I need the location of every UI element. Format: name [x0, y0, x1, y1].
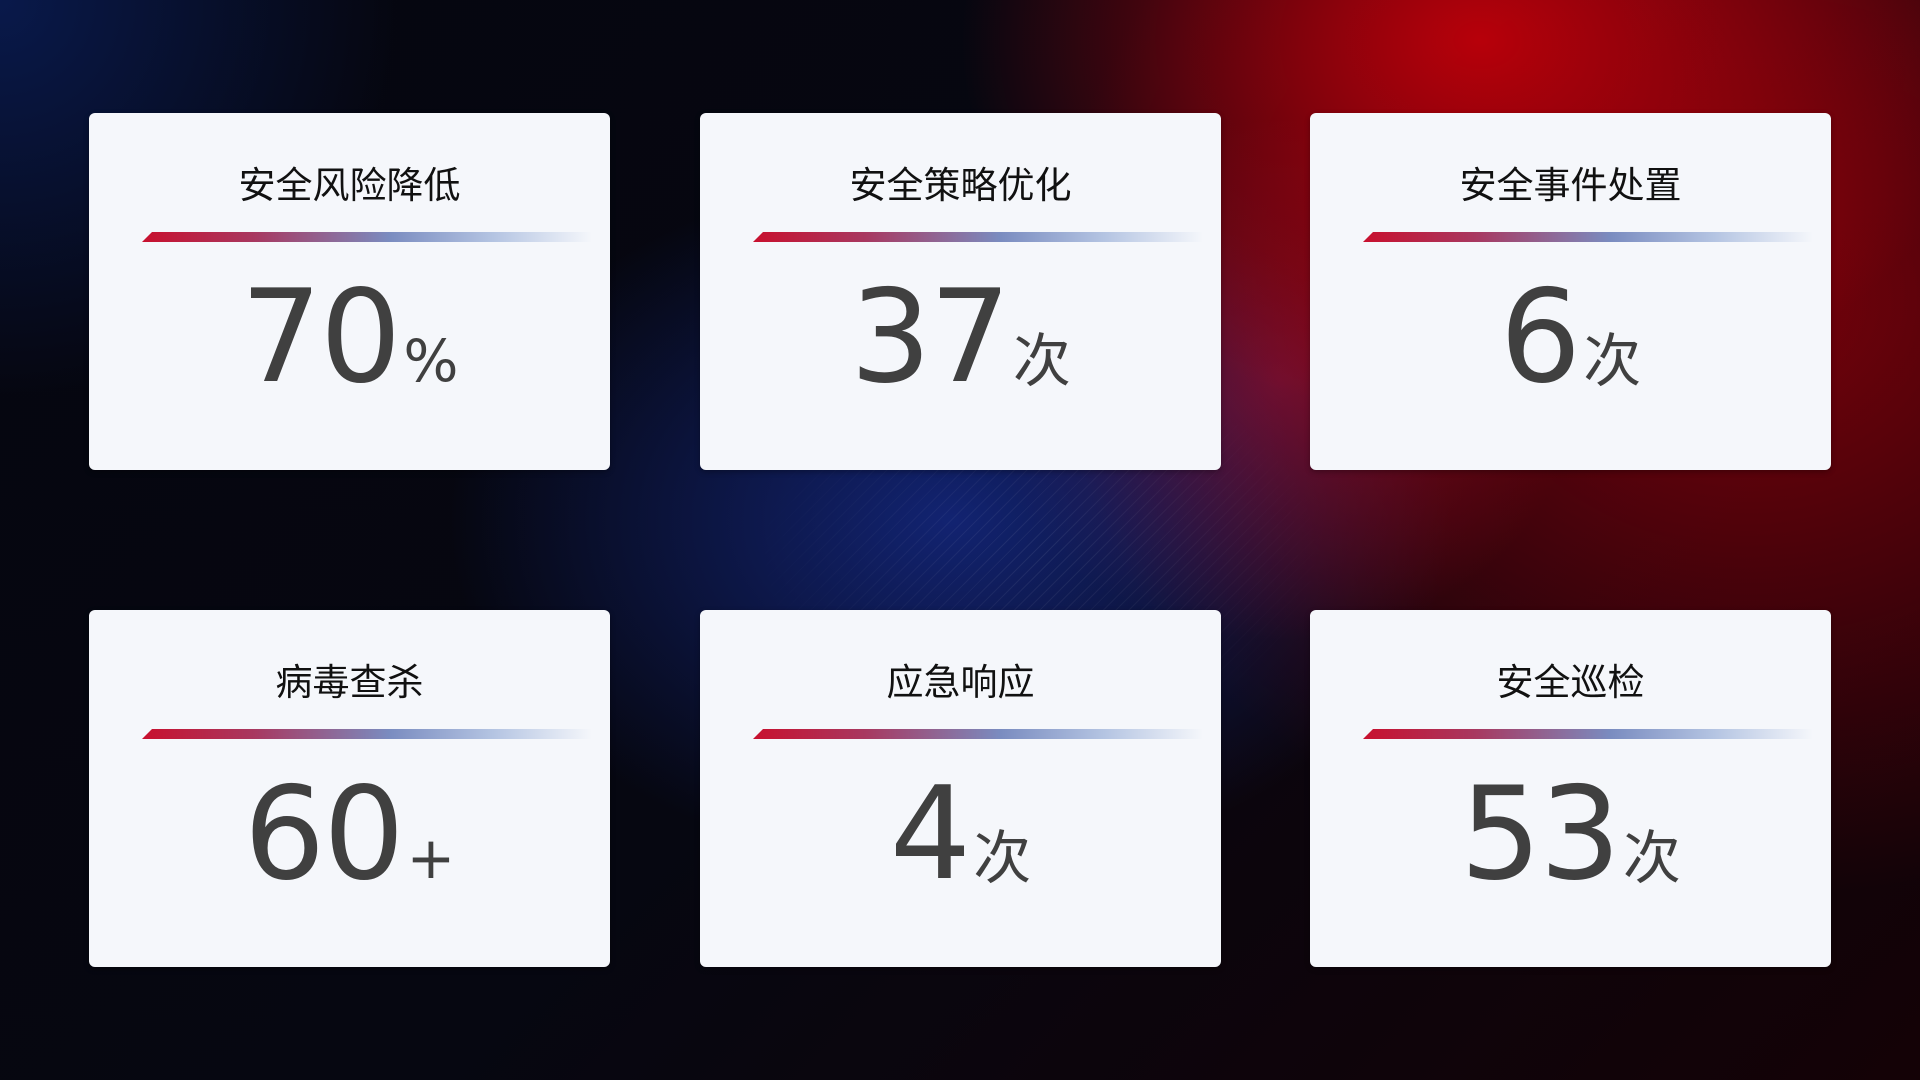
- gradient-divider: [142, 729, 592, 739]
- value-number: 53: [1460, 760, 1621, 909]
- gradient-divider: [753, 232, 1203, 242]
- gradient-divider: [1363, 729, 1813, 739]
- card-value: 60+: [89, 760, 610, 909]
- stat-card-policy-optimization: 安全策略优化 37次: [700, 113, 1221, 470]
- card-title: 安全巡检: [1496, 661, 1645, 704]
- card-value: 6次: [1310, 263, 1831, 412]
- card-value: 70%: [89, 263, 610, 412]
- value-unit: 次: [1012, 327, 1071, 395]
- card-value: 37次: [700, 263, 1221, 412]
- value-number: 4: [889, 760, 971, 909]
- value-number: 37: [850, 263, 1011, 412]
- stat-card-incident-handling: 安全事件处置 6次: [1310, 113, 1831, 470]
- gradient-divider: [142, 232, 592, 242]
- card-title: 应急响应: [886, 661, 1035, 704]
- value-number: 60: [243, 760, 405, 909]
- stat-card-risk-reduction: 安全风险降低 70%: [89, 113, 610, 470]
- value-unit: 次: [1583, 327, 1642, 395]
- value-number: 70: [240, 263, 402, 412]
- gradient-divider: [1363, 232, 1813, 242]
- card-title: 安全风险降低: [238, 164, 461, 207]
- value-unit: +: [406, 824, 456, 892]
- card-title: 安全策略优化: [849, 164, 1072, 207]
- value-unit: 次: [973, 824, 1032, 892]
- card-value: 53次: [1310, 760, 1831, 909]
- value-number: 6: [1499, 263, 1581, 412]
- card-title: 安全事件处置: [1459, 164, 1682, 207]
- value-unit: %: [403, 327, 459, 395]
- gradient-divider: [753, 729, 1203, 739]
- stat-card-virus-removal: 病毒查杀 60+: [89, 610, 610, 967]
- stat-card-emergency-response: 应急响应 4次: [700, 610, 1221, 967]
- card-title: 病毒查杀: [275, 661, 424, 704]
- stat-card-security-patrol: 安全巡检 53次: [1310, 610, 1831, 967]
- value-unit: 次: [1622, 824, 1681, 892]
- card-value: 4次: [700, 760, 1221, 909]
